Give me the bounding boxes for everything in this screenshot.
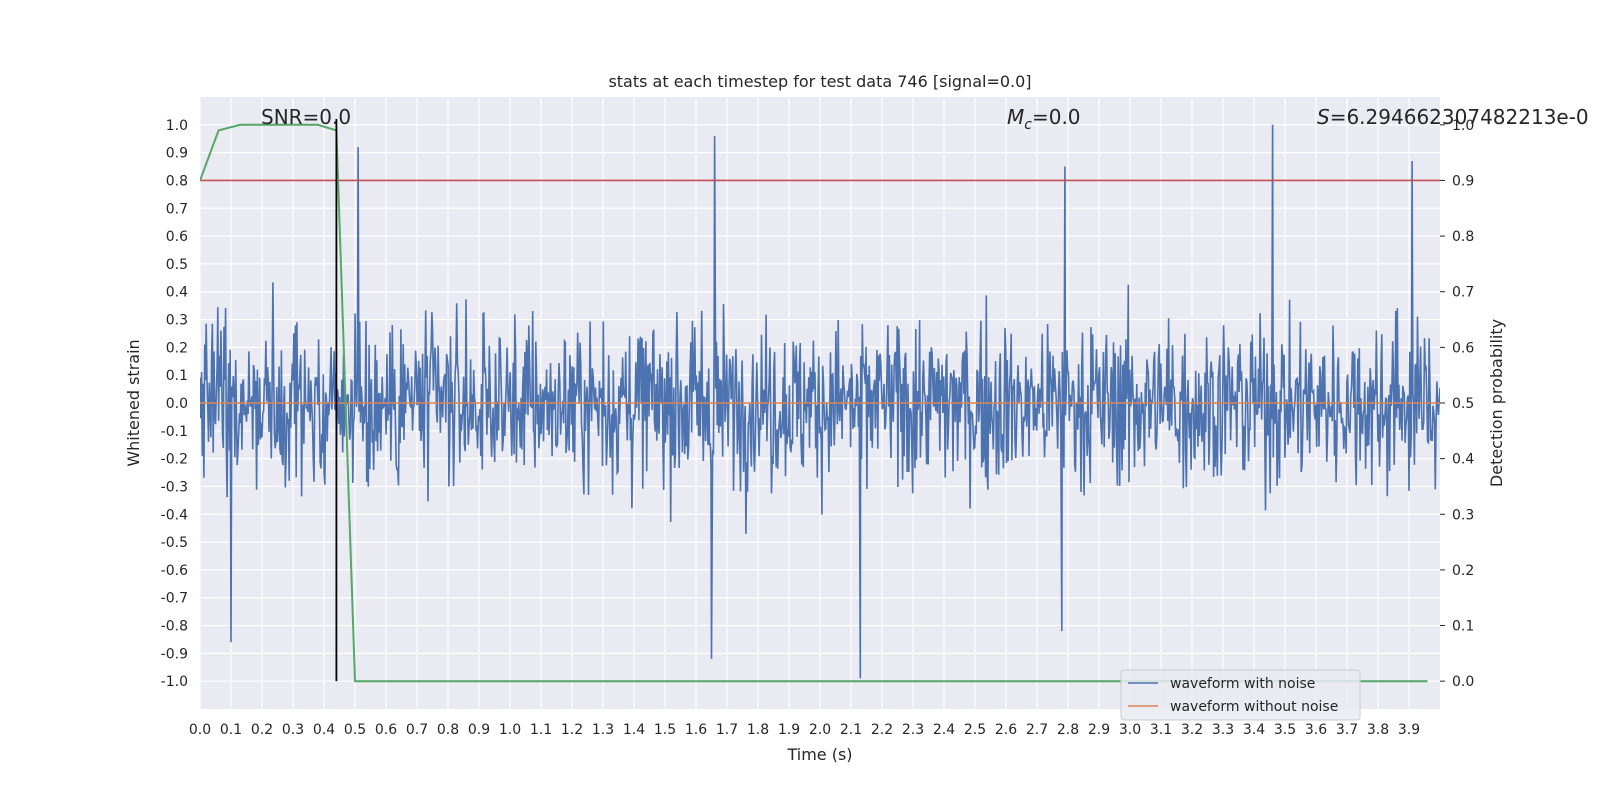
y-tick-label-left: -0.6 [161,563,188,579]
x-axis-label: Time (s) [786,745,852,764]
y-tick-label-left: 0.2 [166,340,188,356]
x-tick-label: 1.1 [530,722,552,738]
y-tick-label-left: -0.8 [161,619,188,635]
y-tick-label-left: 0.5 [166,257,188,273]
x-tick-label: 0.5 [344,722,366,738]
x-tick-label: 3.8 [1367,722,1389,738]
x-tick-label: 1.2 [561,722,583,738]
x-tick-label: 2.3 [902,722,924,738]
x-tick-label: 2.4 [933,722,955,738]
y-tick-label-left: -0.3 [161,479,188,495]
x-tick-label: 0.4 [313,722,335,738]
y-axis-label: Whitened strain [124,339,143,466]
series-waveform-with-noise [200,124,1440,679]
x-tick-label: 0.9 [468,722,490,738]
annotation-mc: Mc=0.0 [1007,105,1081,133]
y-tick-label-left: -0.1 [161,424,188,440]
x-tick-label: 2.8 [1057,722,1079,738]
annotation-s-value: =6.294662307482213e-0 [1330,105,1589,129]
x-tick-label: 2.7 [1026,722,1048,738]
x-tick-label: 0.2 [251,722,273,738]
x-tick-label: 1.8 [747,722,769,738]
y-tick-label-right: 0.1 [1452,619,1474,635]
legend-label-waveform-with-noise: waveform with noise [1170,676,1315,692]
x-tick-label: 0.0 [189,722,211,738]
x-tick-label: 1.9 [778,722,800,738]
annotation-s: S=6.294662307482213e-0 [1317,105,1589,129]
x-tick-label: 1.6 [685,722,707,738]
legend-label-waveform-without-noise: waveform without noise [1170,699,1338,715]
x-tick-label: 2.0 [809,722,831,738]
y-tick-label-left: 1.0 [166,118,188,134]
y-tick-label-left: 0.1 [166,368,188,384]
y-ticks-left: 1.0 0.9 0.8 0.7 0.6 0.5 0.4 0.3 0.2 0.1 0.0 -0.1 -0.… [161,118,188,690]
x-tick-label: 0.1 [220,722,242,738]
y-tick-label-right: 0.3 [1452,507,1474,523]
x-tick-label: 0.7 [406,722,428,738]
y-tick-label-left: 0.6 [166,229,188,245]
annotation-mc-sub: c [1024,117,1032,133]
annotation-mc-value: =0.0 [1032,105,1081,129]
x-tick-label: 1.4 [623,722,645,738]
x-tick-label: 2.9 [1088,722,1110,738]
y-tick-label-left: 0.4 [166,285,188,301]
annotation-snr: SNR=0.0 [261,105,351,129]
x-tick-label: 3.9 [1398,722,1420,738]
y-tick-label-left: -0.2 [161,452,188,468]
x-tick-label: 0.6 [375,722,397,738]
x-tick-label: 3.4 [1243,722,1265,738]
y-tick-label-left: 0.8 [166,173,188,189]
x-tick-label: 3.0 [1119,722,1141,738]
legend: waveform with noise waveform without noi… [1120,669,1361,721]
x-tick-label: 3.5 [1274,722,1296,738]
y-tick-label-left: -0.9 [161,646,188,662]
y-tick-label-left: 0.7 [166,201,188,217]
y-tick-label-right: 0.8 [1452,229,1474,245]
y-tick-label-left: 0.0 [166,396,188,412]
y-tick-label-right: 0.4 [1452,452,1474,468]
x-tick-label: 2.1 [840,722,862,738]
x-tick-label: 3.7 [1336,722,1358,738]
y-ticks-right: 1.0 0.9 0.8 0.7 0.6 0.5 0.4 0.3 0.2 0.1 0.0 [1440,118,1474,690]
y-tick-label-right: 1.0 [1452,118,1474,134]
y-tick-label-right: 0.7 [1452,285,1474,301]
x-tick-label: 2.2 [871,722,893,738]
x-tick-label: 3.3 [1212,722,1234,738]
y-tick-label-left: -0.4 [161,507,188,523]
x-tick-label: 1.7 [716,722,738,738]
y-tick-label-left: 0.3 [166,313,188,329]
y-tick-label-right: 0.5 [1452,396,1474,412]
x-tick-label: 1.0 [499,722,521,738]
chart-title: stats at each timestep for test data 746… [608,72,1031,91]
x-tick-label: 2.6 [995,722,1017,738]
x-tick-label: 1.3 [592,722,614,738]
x-tick-label: 3.1 [1150,722,1172,738]
y-tick-label-right: 0.6 [1452,340,1474,356]
x-tick-label: 0.3 [282,722,304,738]
y-tick-label-left: -0.5 [161,535,188,551]
legend-box [1120,669,1361,721]
x-tick-label: 0.8 [437,722,459,738]
y-axis-label-right: Detection probability [1487,319,1506,487]
y-tick-label-right: 0.0 [1452,674,1474,690]
y-tick-label-left: -0.7 [161,591,188,607]
x-tick-label: 3.6 [1305,722,1327,738]
annotation-s-symbol: S [1317,105,1330,129]
y-tick-label-left: -1.0 [161,674,188,690]
y-tick-label-right: 0.2 [1452,563,1474,579]
x-tick-label: 3.2 [1181,722,1203,738]
y-tick-label-left: 0.9 [166,146,188,162]
annotation-mc-symbol: M [1007,105,1024,129]
x-tick-label: 1.5 [654,722,676,738]
y-tick-label-right: 0.9 [1452,173,1474,189]
x-tick-label: 2.5 [964,722,986,738]
x-ticks: 0.0 0.1 0.2 0.3 0.4 0.5 0.6 0.7 0.8 0.9 1.0 1.1 1.2 1… [189,722,1420,738]
series-detection-probability [200,123,1428,683]
